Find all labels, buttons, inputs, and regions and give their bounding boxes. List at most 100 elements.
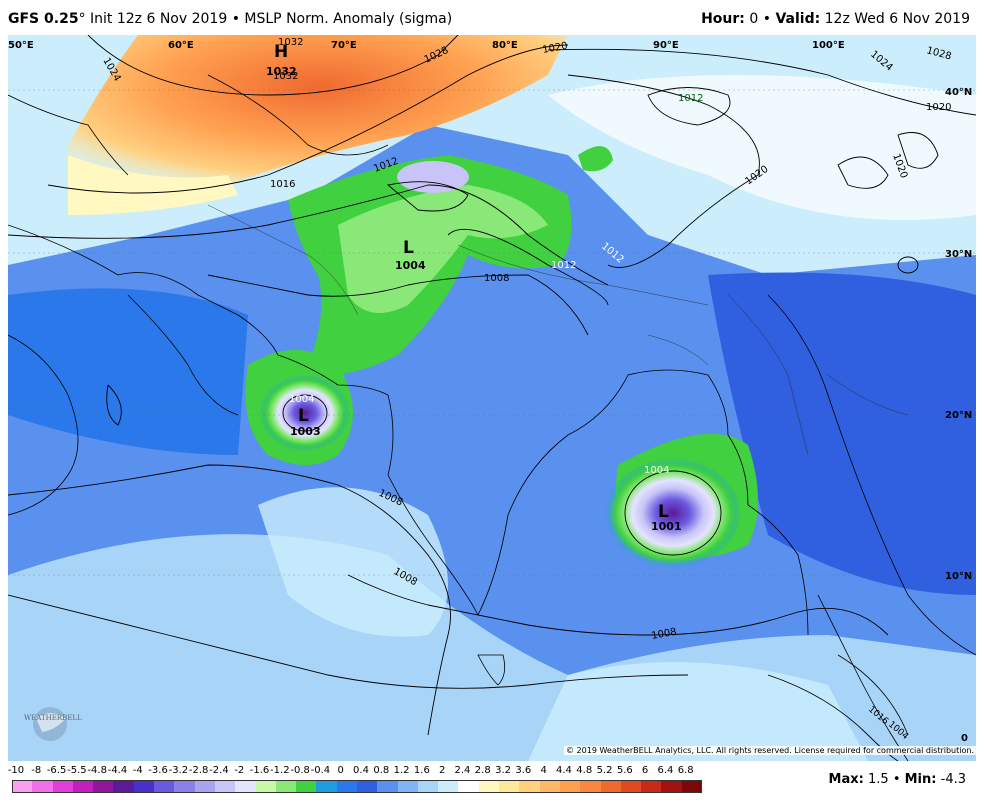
colorbar-swatch xyxy=(580,780,602,793)
isobar-label: 1032 xyxy=(278,37,303,48)
colorbar-label: -1.2 xyxy=(270,765,290,776)
isobar-label: 1004 xyxy=(644,465,669,476)
colorbar-swatch xyxy=(214,780,236,793)
isobar-label: 1020 xyxy=(542,41,569,56)
high-center-value: 1032 xyxy=(266,65,297,78)
lat-label: 20°N xyxy=(945,410,972,421)
colorbar-swatch xyxy=(417,780,439,793)
field-yellow-band xyxy=(68,155,238,215)
colorbar-label: 0 xyxy=(337,765,344,776)
colorbar-swatch xyxy=(458,780,480,793)
field-lavender-himalaya xyxy=(397,161,469,193)
colorbar-label: 4 xyxy=(540,765,547,776)
colorbar-label: -0.4 xyxy=(310,765,331,776)
colorbar-label: 3.2 xyxy=(495,765,511,776)
lat-label: 10°N xyxy=(945,571,972,582)
colorbar-swatch xyxy=(255,780,277,793)
copyright-notice: © 2019 WeatherBELL Analytics, LLC. All r… xyxy=(564,746,976,755)
model-name: GFS 0.25 xyxy=(8,11,79,27)
colorbar-label: 2.8 xyxy=(474,765,491,776)
colorbar-label: -2 xyxy=(234,765,245,776)
weatherbell-logo: WEATHERBELL xyxy=(22,700,82,744)
colorbar-swatch xyxy=(93,780,114,793)
low-center-marker: L xyxy=(403,238,414,258)
colorbar-swatch xyxy=(661,780,683,793)
field-low-arabian xyxy=(260,375,350,451)
isobar-label: 1012 xyxy=(551,260,576,271)
lat-label: 0 xyxy=(961,733,968,744)
field-light-arabian xyxy=(258,487,448,637)
colorbar-label: 6.8 xyxy=(677,765,694,776)
colorbar-swatch xyxy=(72,780,94,793)
field-arabia xyxy=(8,288,248,455)
colorbar-swatch xyxy=(397,780,419,793)
isobar-label: 1032 xyxy=(273,71,298,82)
colorbar-label: 4.8 xyxy=(576,765,593,776)
colorbar-swatch xyxy=(438,780,459,793)
colorbar-label: -3.6 xyxy=(148,765,168,776)
logo-text: WEATHERBELL xyxy=(24,714,82,722)
lat-label: 30°N xyxy=(945,249,972,260)
field-se-asia xyxy=(708,272,976,595)
colorbar-label: -4 xyxy=(132,765,143,776)
colorbar-label: 6 xyxy=(641,765,649,776)
colorbar-swatch xyxy=(559,780,581,793)
field-high-anomaly xyxy=(68,35,568,205)
colorbar-swatch xyxy=(478,780,500,793)
colorbar-swatch xyxy=(154,780,175,793)
colorbar-label: -4.8 xyxy=(87,765,107,776)
colorbar-label: 2 xyxy=(438,765,446,776)
colorbar-label: -10 xyxy=(7,765,25,776)
colorbar-label: -5.5 xyxy=(67,765,87,776)
min-value: -4.3 xyxy=(940,772,966,787)
field-green-spot xyxy=(578,146,613,172)
weather-map: 1032 1032 1028 1024 1020 1020 1020 1020 … xyxy=(8,35,976,761)
colorbar-swatch xyxy=(52,780,74,793)
colorbar-swatch xyxy=(235,780,257,793)
lon-label: 70°E xyxy=(331,40,357,51)
colorbar-label: 2.4 xyxy=(454,765,471,776)
colorbar-swatch xyxy=(12,780,33,793)
colorbar-label: -8 xyxy=(31,765,42,776)
colorbar-label: -2.8 xyxy=(188,765,209,776)
isobar-label: 1020 xyxy=(926,102,951,113)
map-title: GFS 0.25° Init 12z 6 Nov 2019 • MSLP Nor… xyxy=(8,11,453,27)
low-center-marker: L xyxy=(658,502,669,522)
colorbar-swatch xyxy=(32,780,54,793)
colorbar-label: 6.4 xyxy=(657,765,674,776)
forecast-hour: 0 xyxy=(749,11,759,27)
colorbar-label: 0.4 xyxy=(353,765,369,776)
colorbar-swatch xyxy=(519,780,541,793)
isobar-label: 1008 xyxy=(651,627,678,642)
isobar-label: 1004 xyxy=(289,394,314,405)
field-low-bengal xyxy=(605,458,741,568)
colorbar-swatch xyxy=(296,780,317,793)
init-time: Init 12z 6 Nov 2019 xyxy=(90,11,228,27)
colorbar-label: 0.8 xyxy=(373,765,390,776)
colorbar-swatch xyxy=(194,780,216,793)
colorbar-legend: -10 -8 -6.5 -5.5 -4.8 -4.4 -4 -3.6 -3.2 -2.8 -2.4-… xyxy=(8,765,703,795)
colorbar-swatch xyxy=(275,780,297,793)
colorbar-swatch xyxy=(377,780,399,793)
isobar-label: 1016 xyxy=(270,179,295,190)
low-center-value: 1003 xyxy=(290,425,321,438)
low-center-value: 1004 xyxy=(395,259,426,272)
graticule xyxy=(8,89,976,576)
colorbar-label: 1.2 xyxy=(393,765,410,776)
isobars xyxy=(8,35,976,761)
field-light-equator xyxy=(528,662,868,761)
colorbar-swatch xyxy=(641,780,662,793)
field-white-tibet xyxy=(548,75,976,220)
colorbar-swatch xyxy=(133,780,155,793)
product-name: MSLP Norm. Anomaly (sigma) xyxy=(244,11,453,27)
colorbar-swatch xyxy=(499,780,520,793)
lon-label: 50°E xyxy=(8,40,34,51)
max-value: 1.5 xyxy=(867,772,889,787)
lon-label: 90°E xyxy=(653,40,679,51)
colorbar-swatch xyxy=(620,780,642,793)
colorbar-border xyxy=(12,780,702,793)
colorbar-swatch xyxy=(357,780,378,793)
colorbar-swatch xyxy=(174,780,196,793)
colorbar-swatch xyxy=(336,780,358,793)
lon-label: 60°E xyxy=(168,40,194,51)
